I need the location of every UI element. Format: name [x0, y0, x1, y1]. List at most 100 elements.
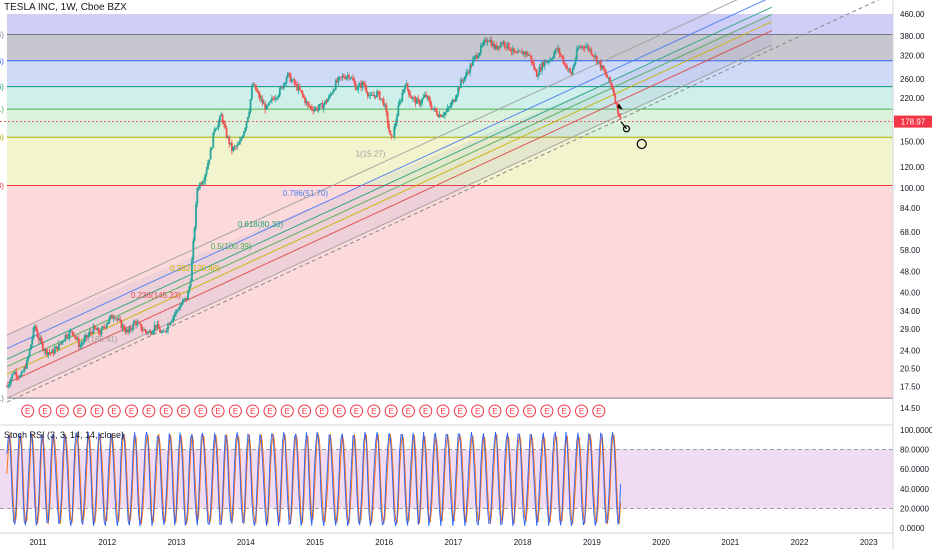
candle-body [192, 240, 195, 260]
candle-body [382, 99, 385, 106]
candle-body [231, 142, 233, 151]
candle-body [381, 98, 384, 100]
candle-body [96, 328, 99, 331]
candle-body [52, 350, 55, 354]
candle-body [376, 91, 378, 98]
earnings-marker-icon [263, 404, 277, 418]
candle-body [463, 76, 466, 81]
candle-body [571, 68, 574, 75]
price-tick-label: 48.00 [900, 268, 921, 277]
candle-body [280, 86, 283, 89]
earnings-marker-label: E [250, 407, 255, 416]
candle-body [578, 47, 581, 48]
earnings-marker-label: E [267, 407, 272, 416]
candle-body [487, 40, 490, 42]
candle-body [132, 322, 135, 329]
candle-body [165, 330, 168, 332]
candle-body [354, 83, 357, 90]
candle-body [73, 335, 76, 337]
candle-body [515, 52, 518, 54]
candle-body [209, 149, 212, 160]
candle-body [216, 127, 219, 129]
candle-body [533, 63, 535, 69]
candle-body [437, 114, 440, 117]
candle-body [6, 386, 8, 388]
candle-body [10, 378, 12, 384]
candle-body [293, 79, 296, 84]
candle-body [193, 227, 196, 241]
candle-body [27, 357, 30, 360]
candle-body [527, 55, 530, 56]
candle-body [8, 383, 11, 386]
candle-body [266, 104, 269, 106]
candle-body [25, 359, 28, 369]
candle-body [469, 64, 472, 73]
price-tick-label: 34.00 [900, 307, 921, 316]
earnings-marker-label: E [302, 407, 307, 416]
candle-body [477, 56, 480, 59]
stoch-rsi-pane[interactable] [0, 424, 893, 527]
candle-body [324, 100, 326, 105]
candle-body [169, 322, 172, 325]
fib-channel-label: 0.236(145.33) [131, 291, 181, 300]
candle-body [563, 63, 566, 65]
candle-body [422, 96, 425, 99]
candle-body [467, 72, 470, 74]
candle-body [306, 101, 309, 105]
candle-body [534, 68, 537, 71]
candle-body [107, 321, 109, 325]
candle-body [455, 94, 458, 99]
candle-body [167, 324, 169, 331]
candle-body [345, 76, 348, 79]
candle-body [478, 52, 481, 57]
candle-body [225, 128, 228, 138]
earnings-marker-icon [471, 404, 485, 418]
candle-body [163, 331, 165, 333]
stoch-d-line [6, 433, 622, 526]
candle-body [125, 329, 128, 333]
candle-body [298, 86, 301, 90]
candle-body [340, 76, 342, 78]
earnings-marker-icon [38, 404, 52, 418]
candle-body [594, 55, 597, 58]
candle-body [541, 62, 543, 71]
candle-body [342, 75, 345, 78]
candle-body [75, 336, 78, 339]
price-pane[interactable]: 1(384.14) 0.786(305.16) 0.618(243.16) 0.5(1… [0, 0, 893, 418]
candle-body [219, 116, 221, 123]
candle-body [547, 61, 550, 63]
candle-body [445, 111, 448, 113]
candle-body [328, 95, 330, 100]
candle-body [330, 93, 333, 95]
candle-body [502, 42, 505, 44]
candle-body [546, 61, 549, 63]
candle-body [425, 94, 428, 98]
candle-body [538, 67, 541, 76]
candle-body [408, 89, 410, 95]
rsi-tick-label: 100.0000 [900, 426, 932, 435]
candle-body [587, 46, 590, 51]
candle-body [400, 100, 402, 102]
candle-body [486, 40, 489, 43]
price-tick-label: 100.00 [900, 184, 925, 193]
fib-level-label: 1(384.14) [0, 31, 4, 40]
candle-body [44, 349, 47, 351]
earnings-marker-label: E [163, 407, 168, 416]
candle-body [333, 89, 336, 91]
price-tick-label: 24.00 [900, 347, 921, 356]
fib-channel-line [6, 0, 767, 350]
fib-channel-label: 0.382(120.48) [170, 264, 220, 273]
candle-body [39, 338, 42, 341]
candle-body [348, 75, 350, 79]
candle-body [350, 77, 353, 79]
candle-body [558, 47, 561, 54]
candle-body [595, 55, 598, 63]
candle-body [490, 39, 493, 47]
candle-body [196, 188, 199, 205]
candle-body [344, 77, 346, 79]
candle-body [562, 57, 565, 64]
candle-body [264, 103, 267, 110]
candle-body [300, 89, 303, 92]
